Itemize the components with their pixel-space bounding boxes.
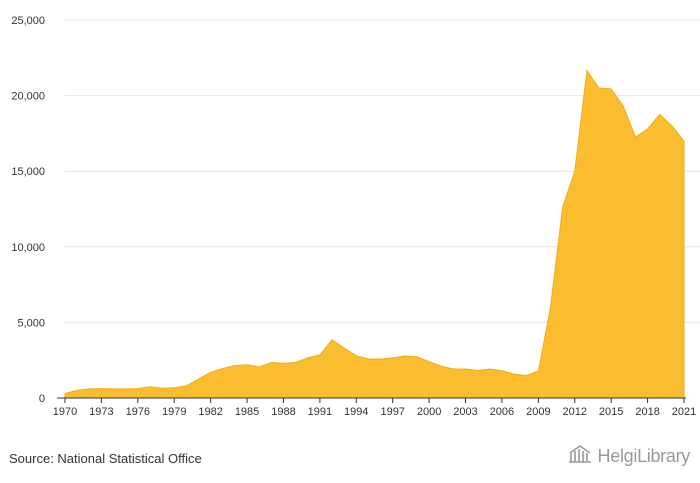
area-series xyxy=(64,69,685,399)
library-building-icon xyxy=(568,445,592,468)
x-tick-label: 1979 xyxy=(162,406,186,418)
x-tick-label: 2009 xyxy=(526,406,550,418)
x-tick-label: 1988 xyxy=(271,406,295,418)
x-tick-label: 1973 xyxy=(89,406,113,418)
x-tick-label: 1997 xyxy=(380,406,404,418)
x-axis-tick-labels: 1970 1973 1976 1979 1982 1985 1988 1991 1994 1997… xyxy=(53,406,696,418)
x-tick-label: 1970 xyxy=(53,406,77,418)
x-tick-label: 1985 xyxy=(235,406,259,418)
y-tick-label: 25,000 xyxy=(11,15,45,27)
x-tick-label: 1982 xyxy=(198,406,222,418)
y-tick-label: 10,000 xyxy=(11,242,45,254)
y-tick-label: 5,000 xyxy=(17,317,45,329)
x-tick-label: 2000 xyxy=(417,406,441,418)
x-tick-label: 1976 xyxy=(126,406,150,418)
x-tick-label: 2021 xyxy=(672,406,696,418)
brand-logo: HelgiLibrary xyxy=(568,445,690,468)
y-tick-label: 20,000 xyxy=(11,91,45,103)
chart-footer: Source: National Statistical Office Helg… xyxy=(0,442,700,482)
y-axis-tick-labels: 0 5,000 10,000 15,000 20,000 25,000 xyxy=(11,15,45,405)
source-note: Source: National Statistical Office xyxy=(9,451,202,466)
y-tick-label: 15,000 xyxy=(11,166,45,178)
x-tick-label: 1994 xyxy=(344,406,368,418)
area-fill xyxy=(64,69,685,399)
x-tick-label: 2006 xyxy=(490,406,514,418)
x-tick-label: 2003 xyxy=(453,406,477,418)
axes xyxy=(57,397,686,403)
x-tick-label: 2012 xyxy=(563,406,587,418)
x-tick-label: 2015 xyxy=(599,406,623,418)
x-tick-label: 2018 xyxy=(635,406,659,418)
x-tick-label: 1991 xyxy=(308,406,332,418)
y-tick-label: 0 xyxy=(39,393,45,405)
brand-name: HelgiLibrary xyxy=(597,446,691,466)
